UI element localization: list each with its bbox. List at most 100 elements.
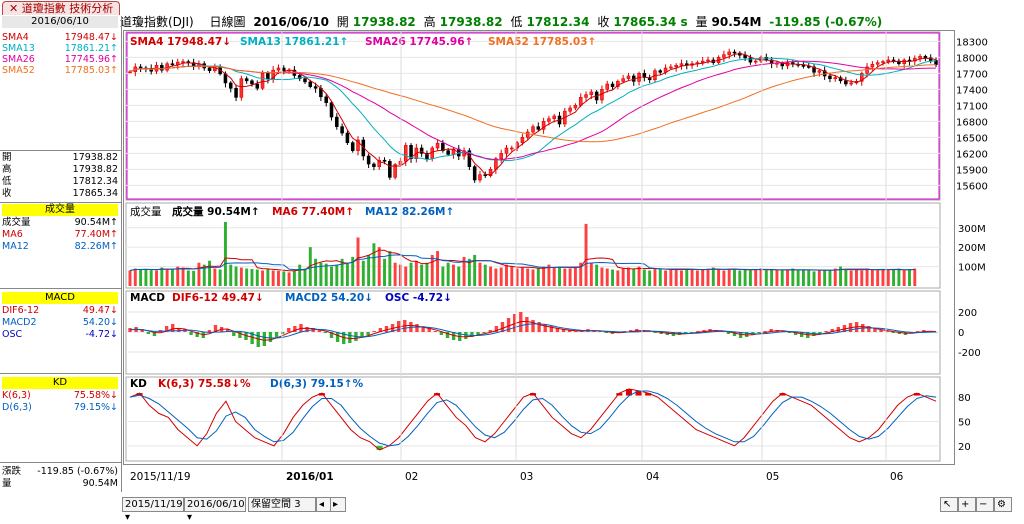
- osc-bar: [268, 332, 273, 342]
- osc-bar: [164, 326, 169, 332]
- volume-bar: [451, 264, 455, 286]
- volume-bar: [425, 262, 429, 286]
- zoom-out-icon[interactable]: −: [976, 497, 994, 512]
- candle-body: [239, 78, 244, 98]
- candle-body: [510, 147, 514, 150]
- volume-bar: [372, 243, 376, 286]
- volume-bar: [133, 268, 137, 286]
- candle-body: [727, 51, 731, 55]
- x-axis-label: 2015/11/19: [130, 471, 191, 483]
- volume-bar: [743, 269, 747, 286]
- candle-body: [366, 155, 371, 165]
- volume-bar: [600, 267, 604, 286]
- osc-bar: [769, 329, 773, 332]
- volume-bar: [844, 269, 848, 286]
- osc-bar: [537, 322, 541, 332]
- volume-bar: [483, 264, 487, 286]
- candle-body: [897, 60, 901, 65]
- osc-bar: [574, 331, 578, 332]
- candle-body: [743, 54, 747, 59]
- volume-bar: [149, 270, 153, 286]
- osc-bar: [512, 314, 517, 332]
- price-legend-item: SMA13 17861.21↑: [240, 36, 348, 48]
- zoom-in-icon[interactable]: +: [958, 497, 976, 512]
- left-label: MACD2: [2, 317, 37, 328]
- left-label: 高: [2, 164, 12, 175]
- osc-bar: [207, 330, 212, 332]
- candle-body: [806, 66, 811, 68]
- candle-body: [308, 81, 313, 87]
- osc-bar: [378, 328, 383, 332]
- candle-body: [568, 107, 572, 112]
- panel-divider: [0, 288, 121, 289]
- volume-bar: [462, 256, 466, 286]
- close-value: 17865.34 s: [613, 15, 688, 29]
- candle-body: [170, 63, 175, 66]
- left-value: 17938.82: [72, 152, 118, 163]
- end-date-select[interactable]: 2016/06/10 ▾: [184, 497, 246, 523]
- candle-body: [425, 153, 429, 159]
- volume-bar: [213, 268, 217, 286]
- osc-bar: [726, 332, 731, 334]
- cursor-tool-icon[interactable]: ↖: [940, 497, 958, 512]
- osc-bar: [659, 332, 663, 334]
- osc-bar: [482, 332, 486, 333]
- price-axis-tick: 16500: [956, 133, 988, 144]
- left-label: SMA26: [2, 54, 35, 65]
- volume-bar: [367, 254, 371, 286]
- kd-k-line: [129, 388, 937, 451]
- osc-bar: [323, 332, 328, 333]
- osc-bar: [543, 324, 547, 332]
- volume-bar: [886, 270, 890, 286]
- volume-bar: [531, 269, 535, 286]
- left-value: 17785.03↑: [64, 65, 118, 76]
- candle-body: [658, 70, 663, 73]
- price-legend-item: SMA52 17785.03↑: [488, 36, 596, 48]
- kd-overbought-fill: [645, 393, 652, 396]
- candle-body: [828, 75, 832, 79]
- scroll-right-button[interactable]: ▸: [330, 497, 346, 512]
- settings-icon[interactable]: ⚙: [994, 497, 1012, 512]
- osc-bar: [421, 326, 425, 332]
- volume-bar: [383, 258, 386, 286]
- osc-bar: [470, 332, 474, 337]
- x-axis-label: 05: [766, 471, 779, 483]
- tab-title: 道瓊指數 技術分析: [21, 2, 114, 15]
- macd-legend-item: MACD: [130, 292, 165, 304]
- volume-legend-item: 成交量: [130, 205, 162, 218]
- left-value: 75.58%↓: [73, 390, 118, 401]
- tab-close-icon[interactable]: ✕: [9, 2, 19, 15]
- volume-bar: [685, 268, 689, 286]
- volume-label: 量: [695, 15, 708, 29]
- candle-body: [706, 59, 710, 62]
- osc-bar: [232, 332, 236, 336]
- candle-body: [870, 63, 875, 68]
- x-axis-label: 06: [890, 471, 904, 483]
- left-value: 79.15%↓: [73, 402, 118, 413]
- macd-legend-item: MACD2 54.20↓: [285, 292, 373, 304]
- candle-body: [297, 75, 302, 79]
- osc-bar: [604, 332, 608, 333]
- candle-body: [303, 78, 307, 83]
- keep-space-control[interactable]: 保留空間 3: [248, 497, 316, 512]
- start-date-select[interactable]: 2015/11/19 ▾: [122, 497, 184, 523]
- price-legend-item: SMA26 17745.96↑: [365, 36, 473, 48]
- volume-bar: [420, 264, 424, 286]
- osc-bar: [262, 332, 267, 346]
- left-value: 17938.82: [72, 164, 118, 175]
- panel-divider: [0, 150, 121, 151]
- candle-body: [605, 83, 609, 90]
- charts-svg[interactable]: 18300 18000 17700 17400 17100 16800 16500 16200…: [0, 0, 1024, 512]
- osc-bar: [171, 324, 175, 332]
- candle-body: [335, 116, 339, 127]
- macd-legend-item: DIF6-12 49.47↓: [172, 292, 264, 304]
- candle-body: [255, 83, 260, 89]
- volume-bar: [611, 269, 615, 286]
- chart-area[interactable]: [123, 30, 955, 465]
- volume-bar: [510, 266, 514, 286]
- candle-body: [589, 91, 594, 95]
- volume-bar: [404, 266, 408, 286]
- candle-body: [409, 145, 413, 159]
- tab-technical-analysis[interactable]: ✕ 道瓊指數 技術分析: [2, 1, 121, 15]
- osc-bar: [738, 332, 743, 338]
